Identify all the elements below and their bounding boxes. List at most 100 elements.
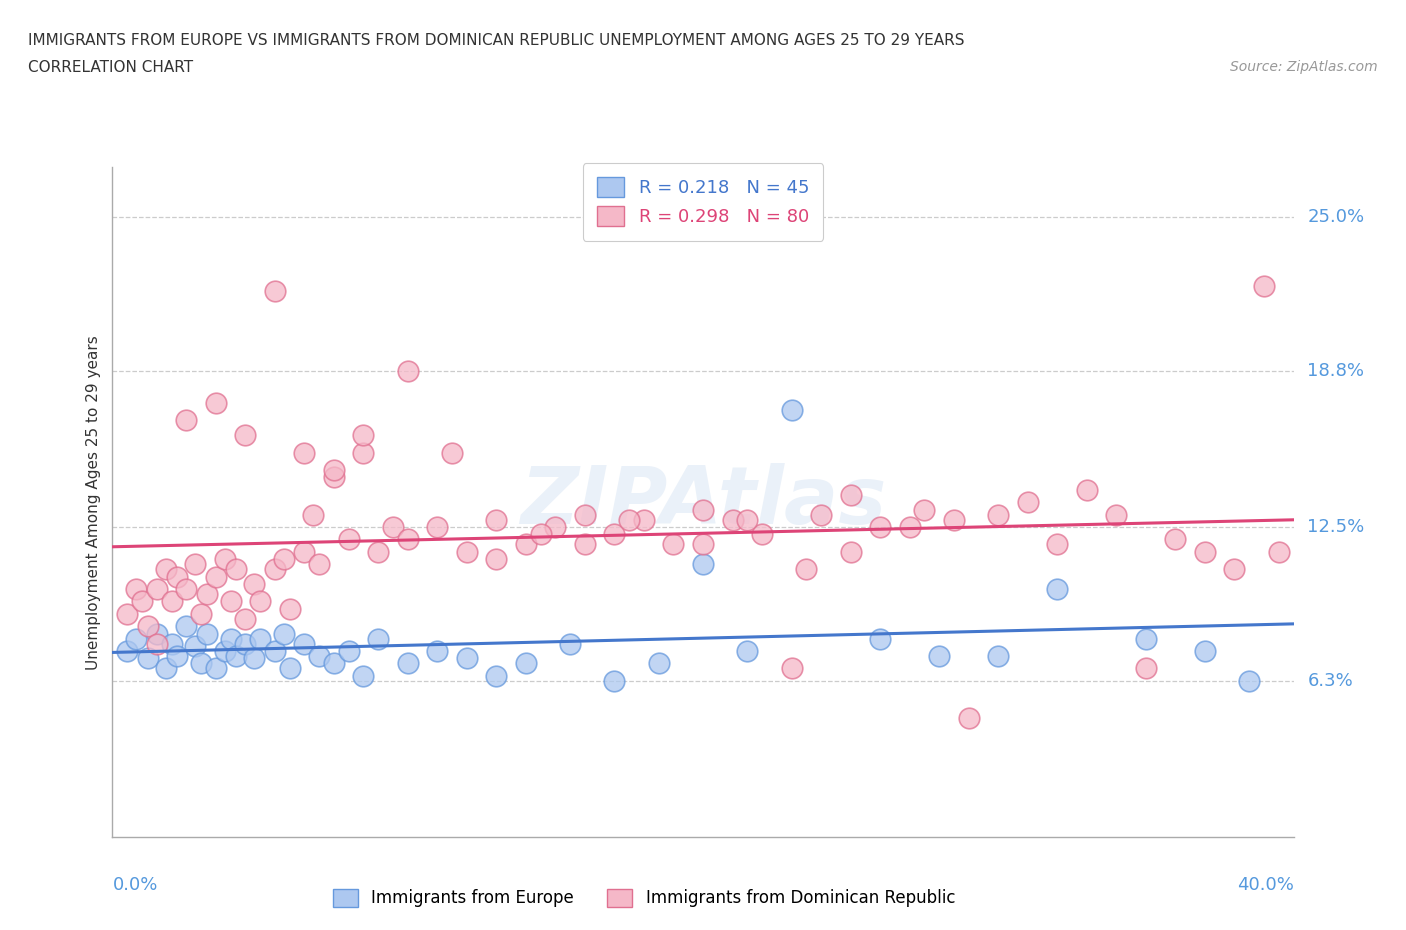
Point — [136, 618, 159, 633]
Point — [174, 581, 197, 596]
Point — [308, 557, 330, 572]
Point — [125, 631, 148, 646]
Point — [396, 364, 419, 379]
Point — [737, 644, 759, 658]
Point — [160, 636, 183, 651]
Point — [485, 551, 508, 566]
Point — [603, 527, 626, 542]
Point — [214, 551, 236, 566]
Point — [264, 562, 287, 577]
Point — [205, 661, 228, 676]
Point — [869, 520, 891, 535]
Point — [146, 626, 169, 641]
Point — [308, 648, 330, 663]
Text: Source: ZipAtlas.com: Source: ZipAtlas.com — [1230, 60, 1378, 74]
Point — [195, 626, 218, 641]
Point — [195, 587, 218, 602]
Point — [1046, 581, 1069, 596]
Point — [184, 639, 207, 654]
Point — [155, 661, 177, 676]
Point — [574, 507, 596, 522]
Point — [942, 512, 965, 527]
Point — [1194, 544, 1216, 559]
Point — [131, 594, 153, 609]
Point — [264, 284, 287, 299]
Point — [1105, 507, 1128, 522]
Point — [190, 656, 212, 671]
Point — [205, 395, 228, 410]
Point — [337, 644, 360, 658]
Point — [987, 507, 1010, 522]
Point — [243, 651, 266, 666]
Point — [117, 606, 138, 621]
Text: 40.0%: 40.0% — [1237, 876, 1294, 894]
Point — [839, 544, 862, 559]
Point — [928, 648, 950, 663]
Text: IMMIGRANTS FROM EUROPE VS IMMIGRANTS FROM DOMINICAN REPUBLIC UNEMPLOYMENT AMONG : IMMIGRANTS FROM EUROPE VS IMMIGRANTS FRO… — [28, 33, 965, 47]
Point — [367, 631, 389, 646]
Point — [1046, 537, 1069, 551]
Point — [957, 711, 980, 725]
Point — [485, 512, 508, 527]
Point — [233, 428, 256, 443]
Legend: Immigrants from Europe, Immigrants from Dominican Republic: Immigrants from Europe, Immigrants from … — [325, 881, 963, 916]
Point — [914, 502, 936, 517]
Point — [160, 594, 183, 609]
Point — [174, 618, 197, 633]
Point — [898, 520, 921, 535]
Point — [1223, 562, 1246, 577]
Point — [278, 661, 301, 676]
Point — [737, 512, 759, 527]
Text: 25.0%: 25.0% — [1308, 208, 1365, 226]
Point — [441, 445, 464, 460]
Point — [751, 527, 773, 542]
Point — [1268, 544, 1291, 559]
Point — [184, 557, 207, 572]
Point — [485, 669, 508, 684]
Point — [264, 644, 287, 658]
Point — [166, 648, 188, 663]
Point — [692, 537, 714, 551]
Point — [396, 656, 419, 671]
Point — [292, 544, 315, 559]
Point — [796, 562, 818, 577]
Point — [1239, 673, 1261, 688]
Point — [352, 428, 374, 443]
Point — [810, 507, 832, 522]
Point — [205, 569, 228, 584]
Y-axis label: Unemployment Among Ages 25 to 29 years: Unemployment Among Ages 25 to 29 years — [86, 335, 101, 670]
Point — [233, 611, 256, 626]
Point — [633, 512, 655, 527]
Point — [544, 520, 567, 535]
Point — [146, 581, 169, 596]
Point — [166, 569, 188, 584]
Point — [174, 413, 197, 428]
Point — [692, 502, 714, 517]
Point — [987, 648, 1010, 663]
Point — [603, 673, 626, 688]
Point — [515, 656, 537, 671]
Point — [292, 636, 315, 651]
Point — [574, 537, 596, 551]
Point — [190, 606, 212, 621]
Point — [155, 562, 177, 577]
Point — [136, 651, 159, 666]
Point — [273, 626, 295, 641]
Point — [219, 594, 242, 609]
Point — [839, 487, 862, 502]
Point — [780, 661, 803, 676]
Point — [647, 656, 671, 671]
Text: 12.5%: 12.5% — [1308, 518, 1365, 536]
Point — [302, 507, 325, 522]
Point — [1076, 483, 1098, 498]
Point — [352, 669, 374, 684]
Point — [1194, 644, 1216, 658]
Text: 6.3%: 6.3% — [1308, 671, 1353, 690]
Point — [529, 527, 551, 542]
Point — [780, 403, 803, 418]
Point — [426, 520, 449, 535]
Point — [323, 470, 346, 485]
Point — [225, 648, 247, 663]
Point — [225, 562, 247, 577]
Point — [323, 656, 346, 671]
